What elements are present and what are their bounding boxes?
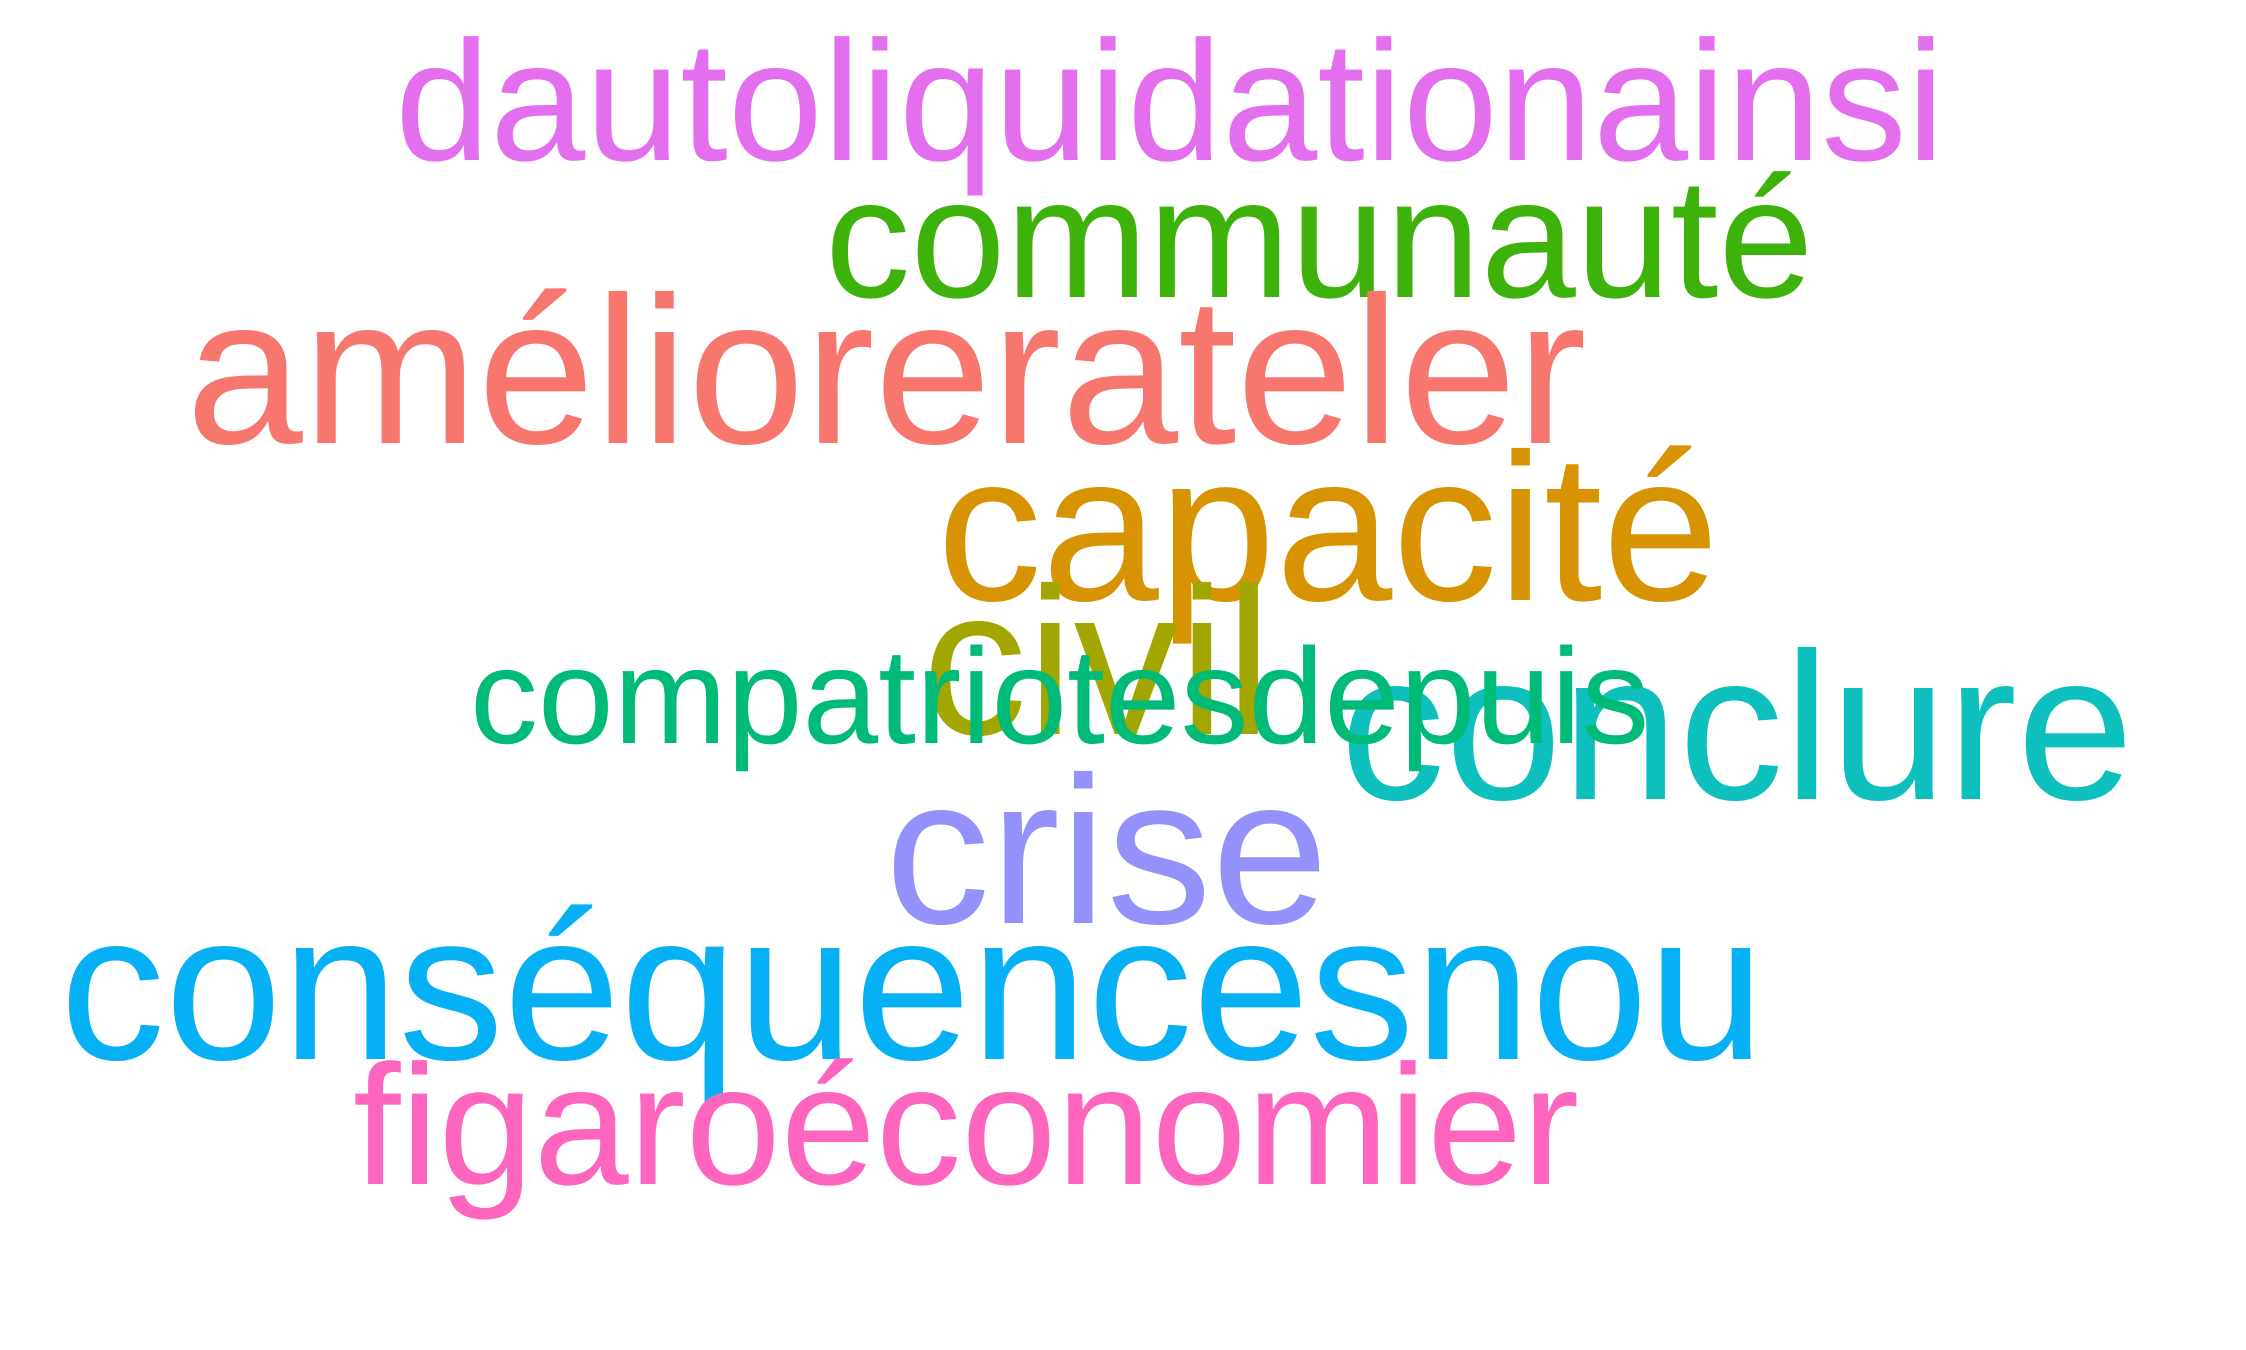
word-communaute: communauté bbox=[825, 143, 1814, 334]
word-dautoliquidationainsi: dautoliquidationainsi bbox=[395, 6, 1945, 197]
word-consequencesnou: conséquencesnou bbox=[60, 869, 1765, 1104]
word-figaroeconomier: figaroéconomier bbox=[353, 1030, 1580, 1221]
word-conclure: conclure bbox=[1340, 609, 2134, 844]
word-ameliorerateler: améliorerateler bbox=[186, 253, 1587, 488]
word-civil: civil bbox=[922, 544, 1272, 779]
word-capacite: capacité bbox=[937, 410, 1720, 645]
word-compatriotesdepuis: compatriotesdepuis bbox=[470, 620, 1650, 772]
word-crise: crise bbox=[885, 733, 1329, 968]
